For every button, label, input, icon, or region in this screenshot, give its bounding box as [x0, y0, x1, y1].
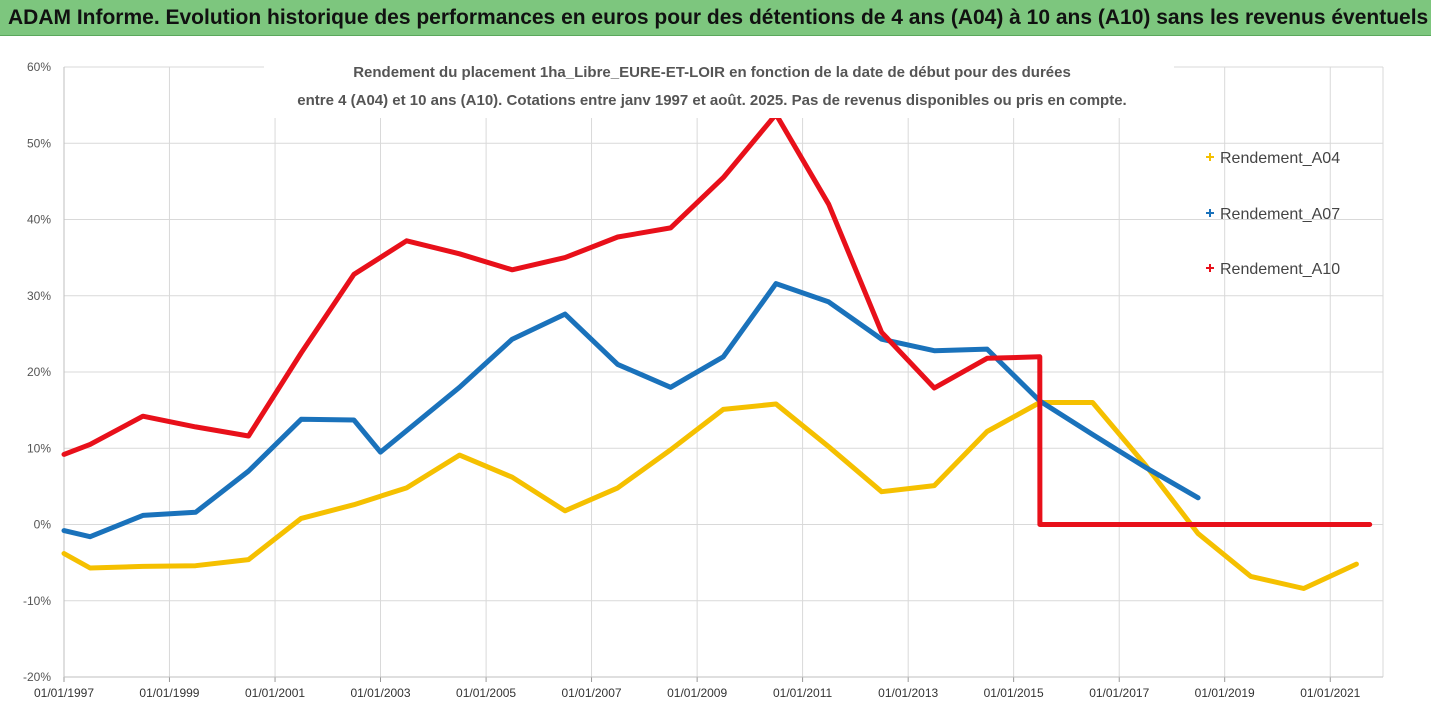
series-line-rendement-a10: [61, 111, 1373, 527]
chart-legend: Rendement_A04 Rendement_A07 Rendement_A10: [1206, 150, 1340, 278]
y-tick-label: 40%: [27, 213, 51, 227]
chart-title-line-1: Rendement du placement 1ha_Libre_EURE-ET…: [353, 64, 1071, 81]
x-tick-label: 01/01/2003: [350, 686, 410, 700]
y-tick-label: 10%: [27, 441, 51, 455]
x-tick-label: 01/01/2021: [1300, 686, 1360, 700]
title-background: [264, 54, 1174, 118]
y-tick-label: 50%: [27, 136, 51, 150]
report-banner: ADAM Informe. Evolution historique des p…: [0, 0, 1431, 36]
y-tick-label: 0%: [34, 518, 52, 532]
x-tick-label: 01/01/2009: [667, 686, 727, 700]
x-tick-label: 01/01/2019: [1195, 686, 1255, 700]
legend-entry-label: Rendement_A04: [1220, 150, 1340, 167]
x-tick-label: 01/01/2013: [878, 686, 938, 700]
chart-series: [61, 111, 1373, 591]
x-tick-label: 01/01/1997: [34, 686, 94, 700]
y-tick-label: -10%: [23, 594, 51, 608]
x-tick-label: 01/01/2001: [245, 686, 305, 700]
y-tick-label: 30%: [27, 289, 51, 303]
x-tick-label: 01/01/2011: [773, 686, 832, 700]
legend-entry-label: Rendement_A07: [1220, 206, 1340, 223]
chart-grid: [63, 66, 1384, 678]
y-tick-label: -20%: [23, 670, 51, 684]
x-tick-label: 01/01/1999: [139, 686, 199, 700]
x-tick-label: 01/01/2017: [1089, 686, 1149, 700]
chart-axes: 60% 50% 40% 30% 20% 10% 0% -10% -20% 01/01/1997 01…: [23, 60, 1383, 700]
x-tick-label: 01/01/2015: [984, 686, 1044, 700]
y-tick-label: 60%: [27, 60, 51, 74]
chart-title-line-2: entre 4 (A04) et 10 ans (A10). Cotations…: [297, 92, 1126, 109]
series-line-rendement-a07: [61, 281, 1201, 540]
x-tick-label: 01/01/2007: [562, 686, 622, 700]
y-tick-label: 20%: [27, 365, 51, 379]
x-tick-label: 01/01/2005: [456, 686, 516, 700]
series-line-rendement-a04: [61, 400, 1359, 591]
legend-entry-label: Rendement_A10: [1220, 261, 1340, 278]
